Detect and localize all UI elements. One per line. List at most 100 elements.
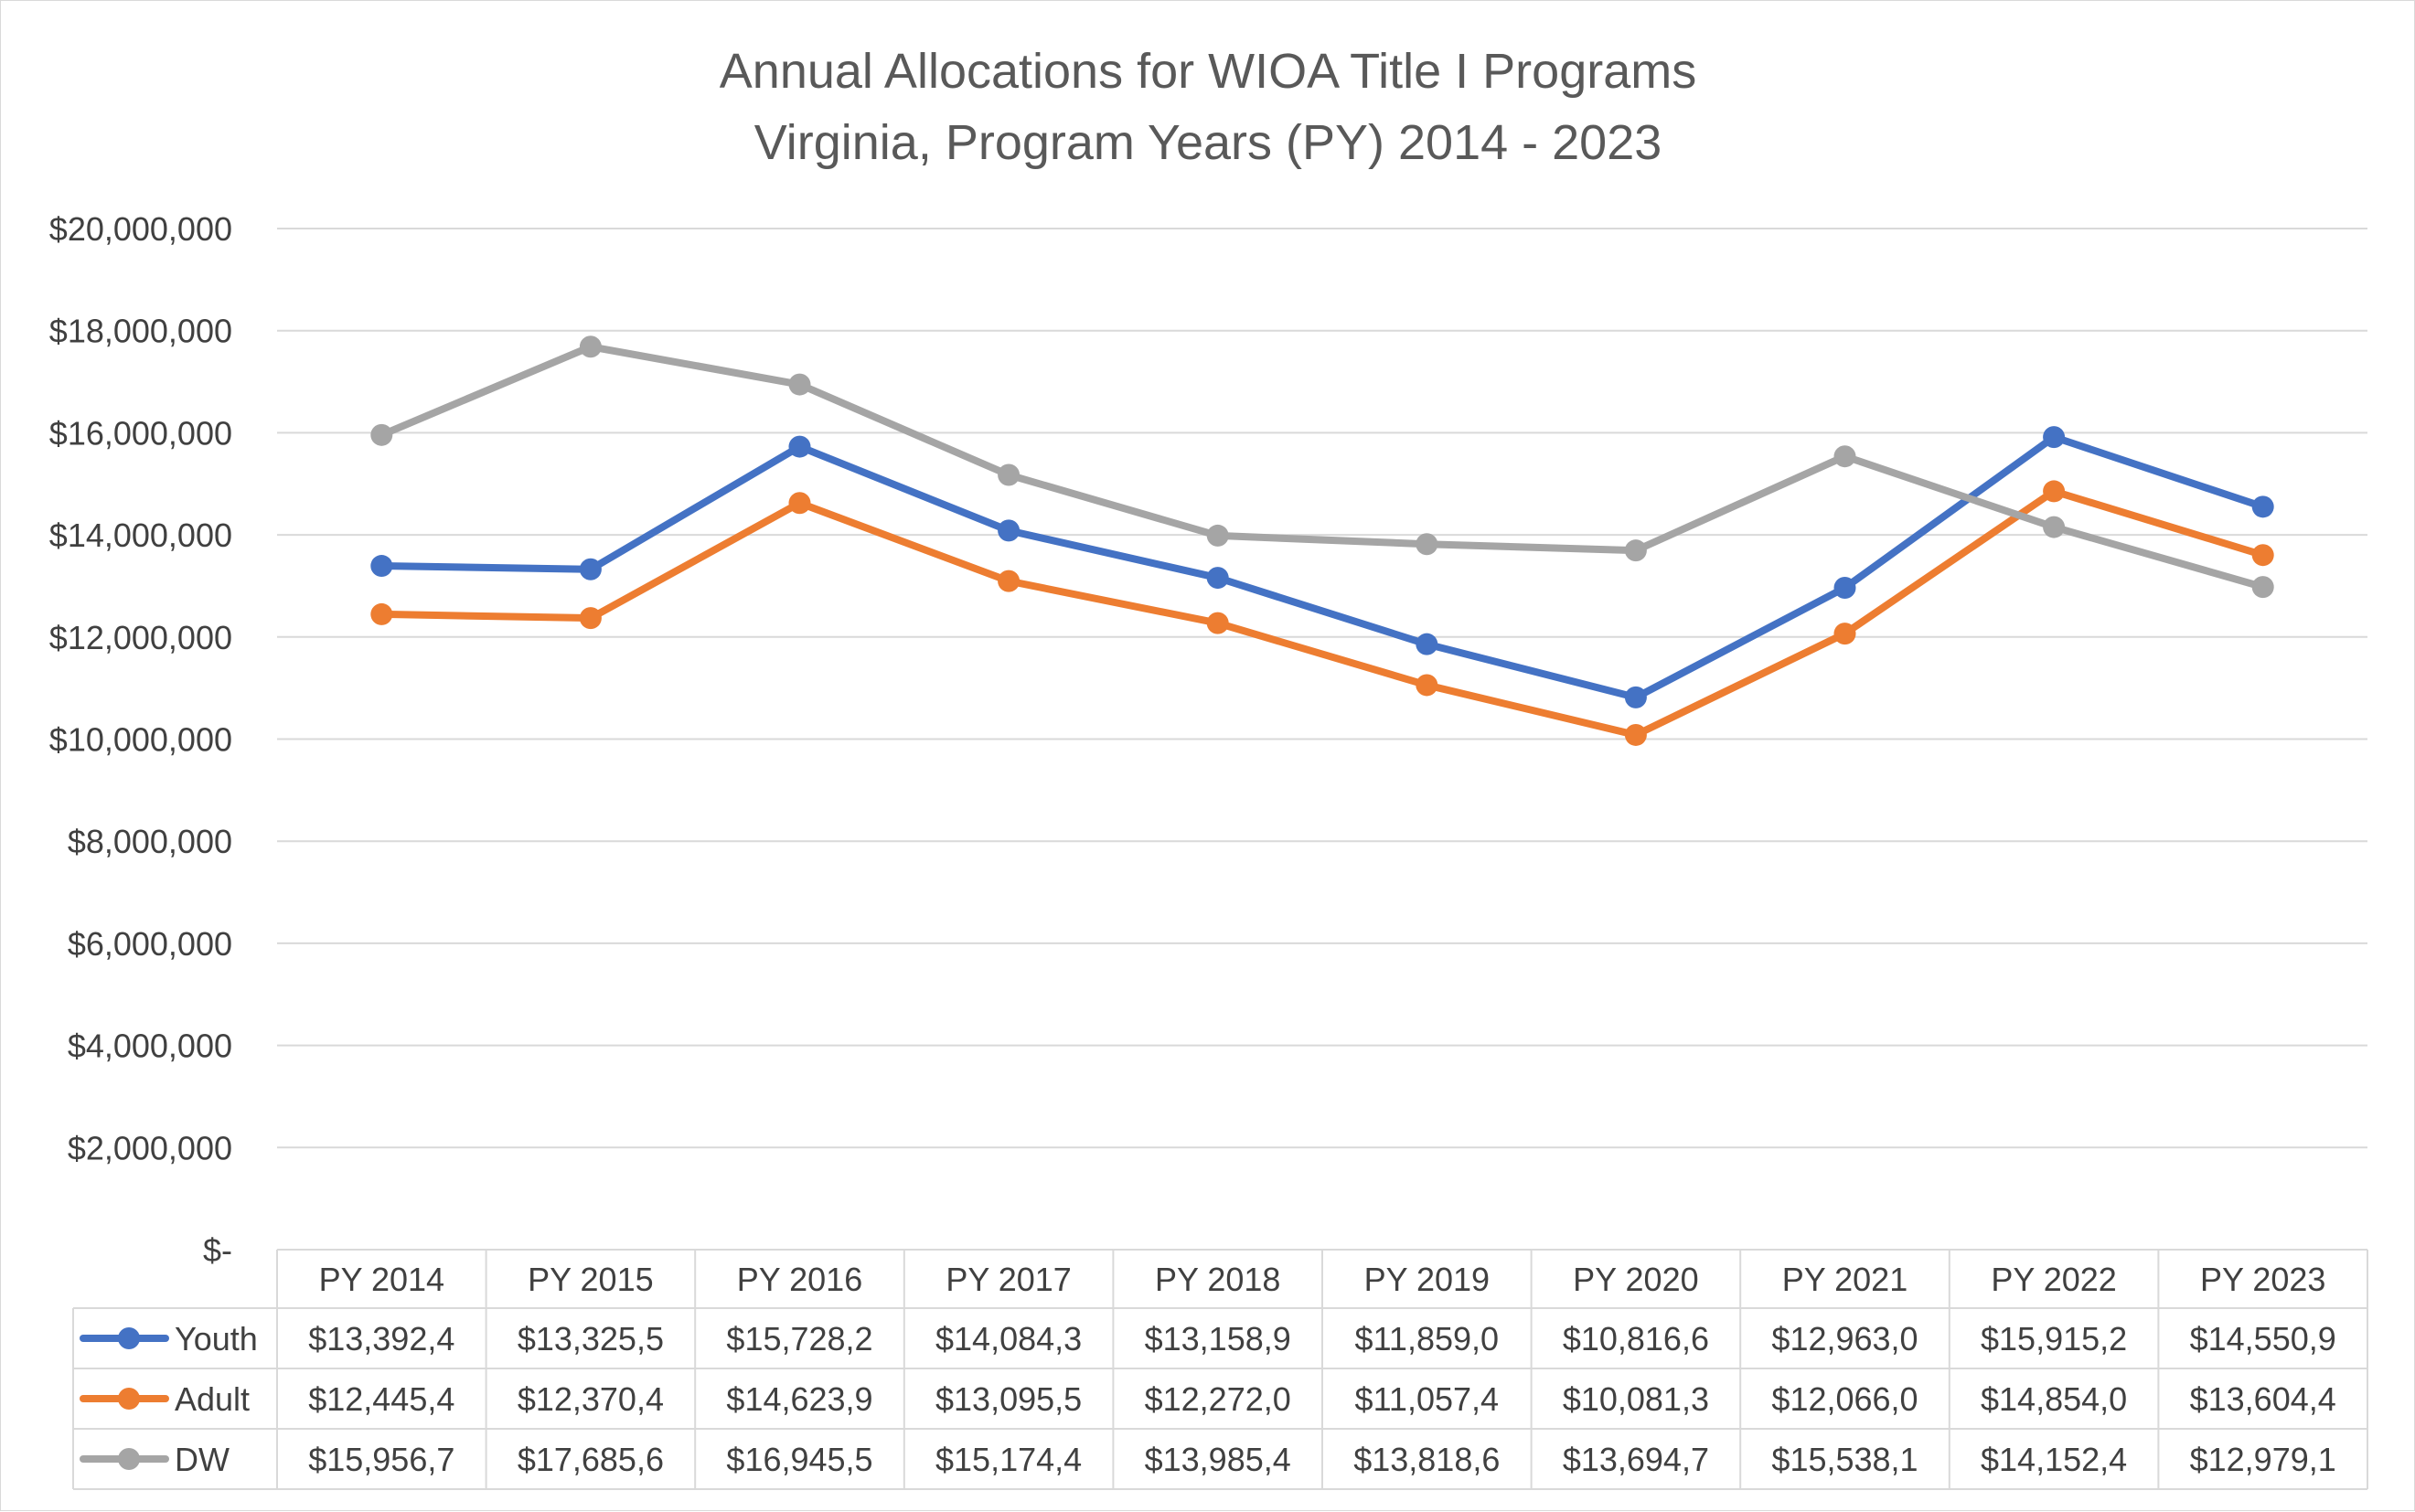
- table-value-cell: $13,604,4: [2190, 1380, 2336, 1418]
- y-tick-label: $4,000,000: [68, 1028, 232, 1065]
- chart-title: Annual Allocations for WIOA Title I Prog…: [720, 44, 1696, 99]
- x-category-label: PY 2021: [1782, 1261, 1907, 1298]
- legend-key-marker: [118, 1448, 140, 1470]
- series-line: [378, 433, 2267, 701]
- data-point: [998, 570, 1020, 592]
- table-value-cell: $10,081,3: [1563, 1380, 1709, 1418]
- data-point: [1206, 567, 1229, 590]
- x-category-label: PY 2017: [946, 1261, 1071, 1298]
- table-value-cell: $10,816,6: [1563, 1320, 1709, 1358]
- table-value-cell: $15,538,1: [1771, 1441, 1918, 1478]
- legend-key-marker: [118, 1327, 140, 1349]
- data-point: [1833, 577, 1856, 600]
- table-value-cell: $17,685,6: [518, 1441, 664, 1478]
- series-line: [378, 343, 2267, 591]
- data-table: PY 2014 PY 2015 PY 2016 PY 2017 PY 2018 PY 20…: [72, 1249, 2368, 1490]
- table-value-cell: $12,272,0: [1145, 1380, 1291, 1418]
- series-adult: [370, 480, 2274, 746]
- x-category-label: PY 2022: [1991, 1261, 2116, 1298]
- table-value-cell: $15,174,4: [935, 1441, 1082, 1478]
- data-point: [2043, 426, 2066, 449]
- data-point: [370, 555, 393, 578]
- data-point: [998, 519, 1020, 542]
- data-point: [579, 558, 602, 580]
- x-category-label: PY 2018: [1155, 1261, 1280, 1298]
- x-category-label: PY 2019: [1364, 1261, 1490, 1298]
- legend-series-name: Adult: [175, 1380, 250, 1418]
- legend-key-marker: [118, 1388, 140, 1410]
- series-dw: [370, 335, 2274, 599]
- y-tick-label: $-: [203, 1231, 232, 1269]
- table-value-cell: $13,694,7: [1563, 1441, 1709, 1478]
- data-point: [998, 463, 1020, 486]
- table-value-cell: $14,854,0: [1981, 1380, 2127, 1418]
- data-point: [1624, 686, 1647, 708]
- x-category-label: PY 2020: [1573, 1261, 1698, 1298]
- y-tick-label: $14,000,000: [49, 516, 232, 554]
- table-value-cell: $11,859,0: [1355, 1320, 1499, 1358]
- data-point: [1624, 723, 1647, 746]
- table-value-cell: $12,066,0: [1771, 1380, 1918, 1418]
- data-point: [370, 423, 393, 446]
- x-category-label: PY 2014: [319, 1261, 444, 1298]
- data-point: [579, 607, 602, 630]
- table-value-cell: $16,945,5: [726, 1441, 872, 1478]
- table-value-cell: $12,445,4: [308, 1380, 454, 1418]
- data-point: [788, 435, 811, 458]
- table-value-cell: $13,158,9: [1145, 1320, 1291, 1358]
- table-value-cell: $15,728,2: [726, 1320, 872, 1358]
- chart-subtitle: Virginia, Program Years (PY) 2014 - 2023: [754, 115, 1662, 170]
- data-point: [1416, 674, 1438, 697]
- table-value-cell: $14,623,9: [726, 1380, 872, 1418]
- gridlines: [277, 228, 2367, 1149]
- x-category-label: PY 2015: [528, 1261, 653, 1298]
- data-point: [1833, 623, 1856, 645]
- y-axis-tick-labels: $- $2,000,000 $4,000,000 $6,000,000 $8,000,0…: [49, 210, 232, 1269]
- data-point: [579, 335, 602, 358]
- table-value-cell: $15,956,7: [308, 1441, 454, 1478]
- data-point: [1833, 445, 1856, 468]
- table-value-cell: $11,057,4: [1355, 1380, 1499, 1418]
- table-value-cell: $13,818,6: [1353, 1441, 1500, 1478]
- table-value-cell: $13,325,5: [518, 1320, 664, 1358]
- data-point: [1624, 539, 1647, 562]
- table-value-cell: $13,392,4: [308, 1320, 454, 1358]
- data-point: [2043, 480, 2066, 503]
- data-point: [1206, 612, 1229, 634]
- y-tick-label: $8,000,000: [68, 823, 232, 860]
- y-tick-label: $2,000,000: [68, 1129, 232, 1166]
- legend-series-name: DW: [175, 1441, 230, 1478]
- series-lines: [370, 335, 2274, 746]
- table-value-cell: $13,985,4: [1145, 1441, 1291, 1478]
- series-youth: [370, 426, 2274, 708]
- data-point: [2251, 576, 2274, 599]
- y-tick-label: $20,000,000: [49, 210, 232, 248]
- table-value-cell: $12,979,1: [2190, 1441, 2336, 1478]
- data-point: [1206, 524, 1229, 547]
- table-value-cell: $12,370,4: [518, 1380, 664, 1418]
- table-value-cell: $12,963,0: [1771, 1320, 1918, 1358]
- table-value-cell: $13,095,5: [935, 1380, 1082, 1418]
- series-line: [378, 487, 2267, 739]
- data-point: [2251, 544, 2274, 567]
- legend-series-name: Youth: [175, 1320, 258, 1358]
- table-value-cell: $14,550,9: [2190, 1320, 2336, 1358]
- data-point: [370, 602, 393, 625]
- data-point: [2251, 495, 2274, 518]
- data-point: [1416, 633, 1438, 655]
- table-value-cell: $14,152,4: [1981, 1441, 2127, 1478]
- table-value-cell: $15,915,2: [1981, 1320, 2127, 1358]
- y-tick-label: $18,000,000: [49, 313, 232, 350]
- y-tick-label: $12,000,000: [49, 619, 232, 656]
- x-category-label: PY 2016: [737, 1261, 862, 1298]
- x-category-label: PY 2023: [2200, 1261, 2325, 1298]
- y-tick-label: $10,000,000: [49, 721, 232, 759]
- data-point: [2043, 516, 2066, 538]
- data-point: [1416, 533, 1438, 556]
- data-point: [788, 492, 811, 515]
- y-tick-label: $6,000,000: [68, 925, 232, 963]
- data-point: [788, 373, 811, 396]
- table-value-cell: $14,084,3: [935, 1320, 1082, 1358]
